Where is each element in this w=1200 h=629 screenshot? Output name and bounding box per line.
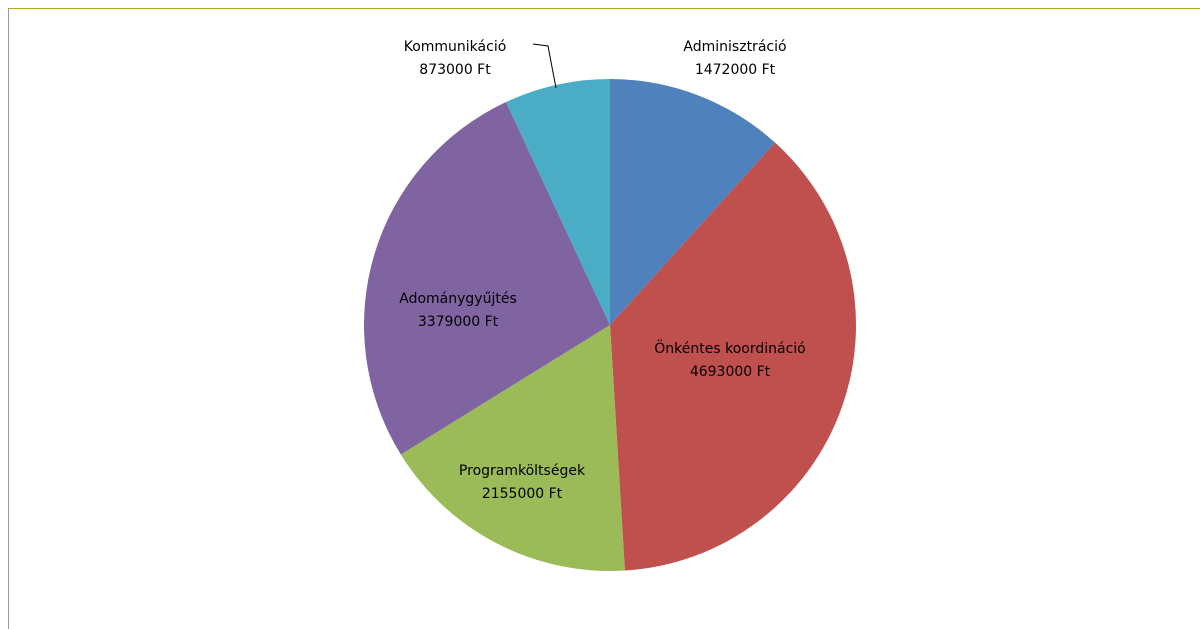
slice-value-label: 3379000 Ft [418,314,499,330]
slice-value-label: 873000 Ft [419,62,491,78]
slice-label: Programköltségek [459,463,586,479]
pie-slice [363,102,610,455]
slice-label: Kommunikáció [404,39,507,55]
slice-value-label: 4693000 Ft [690,364,771,380]
slice-label: Önkéntes koordináció [654,339,805,357]
slice-label: Adománygyűjtés [399,291,517,307]
leader-line [532,43,557,89]
pie-slice [506,79,610,325]
pie-slice [610,142,856,571]
slice-label: Adminisztráció [683,39,786,55]
pie-slice [400,325,625,571]
slice-value-label: 1472000 Ft [695,62,776,78]
slice-value-label: 2155000 Ft [482,486,563,502]
pie-slice [610,79,776,325]
